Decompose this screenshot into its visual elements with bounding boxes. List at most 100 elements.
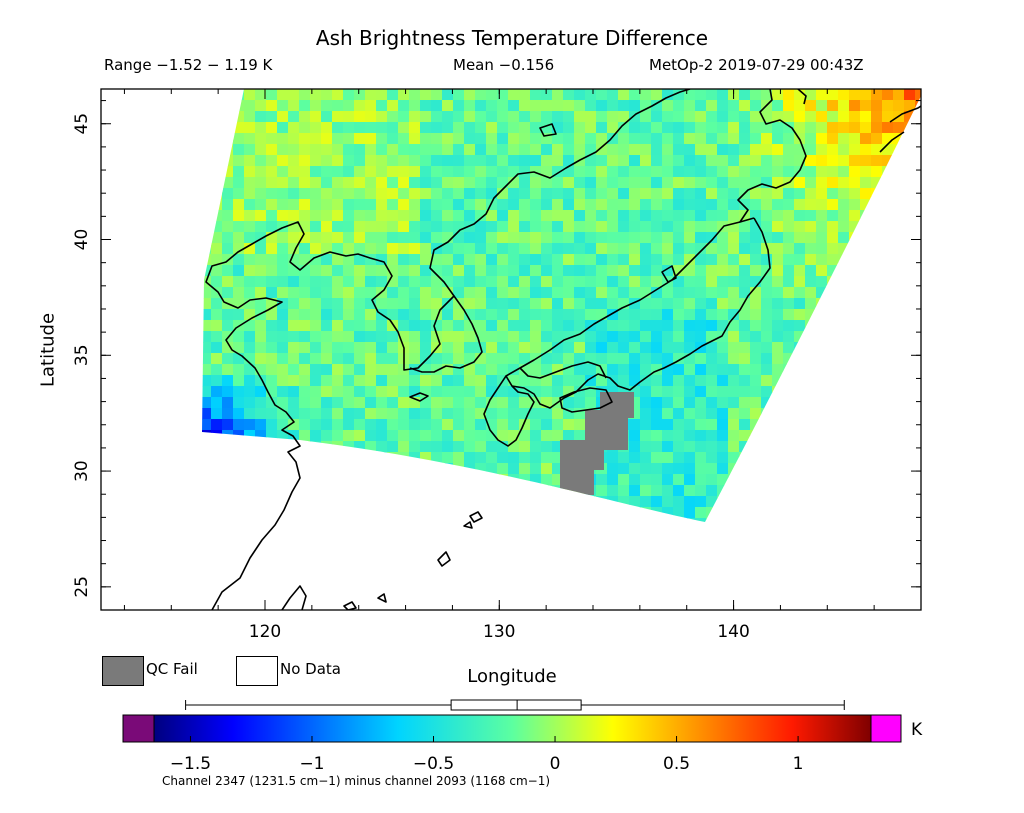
swath-pixel	[805, 111, 817, 123]
swath-pixel	[354, 89, 366, 101]
swath-pixel	[706, 364, 718, 376]
swath-pixel	[277, 89, 289, 101]
swath-pixel	[431, 199, 443, 211]
swath-pixel	[563, 419, 575, 431]
swath-pixel	[827, 430, 839, 442]
swath-pixel	[508, 243, 520, 255]
swath-pixel	[255, 298, 267, 310]
swath-pixel	[387, 441, 399, 453]
swath-pixel	[376, 155, 388, 167]
swath-pixel	[816, 364, 828, 376]
swath-pixel	[871, 199, 883, 211]
swath-pixel	[651, 254, 663, 266]
swath-pixel	[255, 353, 267, 365]
swath-pixel	[827, 111, 839, 123]
swath-pixel	[376, 122, 388, 134]
swath-pixel	[662, 287, 674, 299]
swath-pixel	[684, 430, 696, 442]
swath-pixel	[662, 463, 674, 475]
y-tick-label: 40	[72, 229, 92, 251]
swath-pixel	[202, 342, 212, 354]
swath-pixel	[365, 485, 377, 497]
swath-pixel	[222, 89, 234, 101]
swath-pixel	[552, 287, 564, 299]
swath-pixel	[244, 122, 256, 134]
swath-pixel	[387, 133, 399, 145]
swath-pixel	[728, 199, 740, 211]
swath-pixel	[904, 144, 916, 156]
swath-pixel	[717, 188, 729, 200]
swath-pixel	[849, 298, 861, 310]
swath-pixel	[233, 397, 245, 409]
swath-pixel	[827, 452, 839, 464]
swath-pixel	[244, 144, 256, 156]
swath-pixel	[354, 265, 366, 277]
swath-pixel	[750, 287, 762, 299]
swath-pixel	[508, 111, 520, 123]
swath-pixel	[508, 100, 520, 112]
swath-pixel	[816, 287, 828, 299]
swath-pixel	[640, 309, 652, 321]
swath-pixel	[244, 133, 256, 145]
swath-pixel	[431, 309, 443, 321]
swath-pixel	[904, 353, 916, 365]
swath-pixel	[882, 452, 894, 464]
swath-pixel	[486, 254, 498, 266]
swath-pixel	[519, 144, 531, 156]
swath-pixel	[409, 474, 421, 486]
swath-pixel	[486, 89, 498, 101]
swath-pixel	[552, 441, 564, 453]
swath-pixel	[222, 463, 234, 475]
swath-pixel	[750, 419, 762, 431]
x-tick-label: 120	[249, 622, 281, 642]
swath-pixel	[310, 276, 322, 288]
swath-pixel	[552, 430, 564, 442]
swath-pixel	[519, 364, 531, 376]
swath-pixel	[893, 199, 905, 211]
swath-pixel	[508, 320, 520, 332]
swath-pixel	[607, 89, 619, 101]
swath-pixel	[475, 441, 487, 453]
swath-pixel	[651, 496, 663, 508]
swath-pixel	[420, 188, 432, 200]
swath-pixel	[717, 133, 729, 145]
swath-pixel	[475, 265, 487, 277]
swath-pixel	[695, 155, 707, 167]
swath-pixel	[728, 122, 740, 134]
swath-pixel	[541, 441, 553, 453]
swath-pixel	[420, 221, 432, 233]
swath-pixel	[255, 287, 267, 299]
swath-pixel	[519, 419, 531, 431]
swath-pixel	[409, 419, 421, 431]
swath-pixel	[321, 232, 333, 244]
swath-pixel	[629, 133, 641, 145]
swath-pixel	[541, 430, 553, 442]
swath-pixel	[651, 441, 663, 453]
swath-pixel	[629, 287, 641, 299]
swath-pixel	[794, 342, 806, 354]
swath-pixel	[398, 518, 410, 522]
swath-pixel	[827, 254, 839, 266]
swath-pixel	[255, 342, 267, 354]
swath-pixel	[695, 441, 707, 453]
swath-pixel	[552, 100, 564, 112]
swath-pixel	[750, 309, 762, 321]
swath-pixel	[629, 474, 641, 486]
swath-pixel	[266, 298, 278, 310]
swath-pixel	[728, 243, 740, 255]
swath-pixel	[783, 463, 795, 475]
swath-pixel	[222, 397, 234, 409]
swath-pixel	[629, 507, 641, 519]
swath-pixel	[376, 375, 388, 387]
swath-pixel	[750, 276, 762, 288]
swath-pixel	[310, 232, 322, 244]
swath-pixel	[662, 518, 674, 522]
swath-pixel	[486, 265, 498, 277]
swath-pixel	[629, 111, 641, 123]
swath-pixel	[860, 474, 872, 486]
swath-pixel	[849, 430, 861, 442]
swath-pixel	[486, 133, 498, 145]
swath-pixel	[365, 298, 377, 310]
swath-pixel	[750, 342, 762, 354]
swath-pixel	[794, 155, 806, 167]
